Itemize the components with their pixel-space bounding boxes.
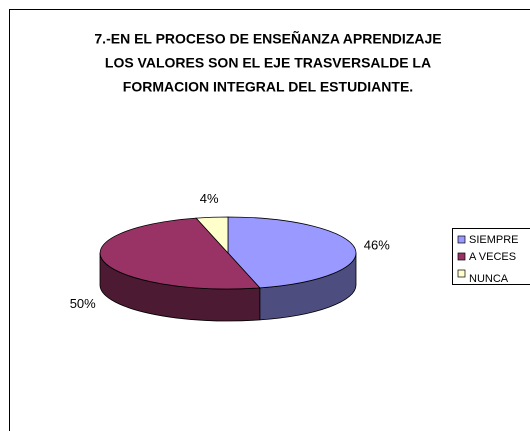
data-label: 50%: [70, 296, 96, 311]
chart-title: LOS VALORES SON EL EJE TRASVERSALDE LA: [105, 55, 431, 71]
data-label: 4%: [200, 191, 219, 206]
legend-swatch: [457, 235, 466, 244]
legend-swatch: [457, 252, 466, 261]
chart-title: FORMACION INTEGRAL DEL ESTUDIANTE.: [123, 79, 413, 95]
pie-slice: [227, 216, 357, 289]
legend-box: [452, 228, 530, 285]
legend-label: SIEMPRE: [469, 234, 519, 246]
pie-slice: [99, 217, 261, 290]
legend-label: A VECES: [469, 251, 516, 263]
legend-label: NUNCA: [469, 273, 509, 285]
chart-title: 7.-EN EL PROCESO DE ENSEÑANZA APRENDIZAJ…: [94, 30, 441, 47]
pie-slice: [195, 216, 229, 255]
legend-swatch: [457, 269, 466, 278]
data-label: 46%: [364, 238, 390, 253]
